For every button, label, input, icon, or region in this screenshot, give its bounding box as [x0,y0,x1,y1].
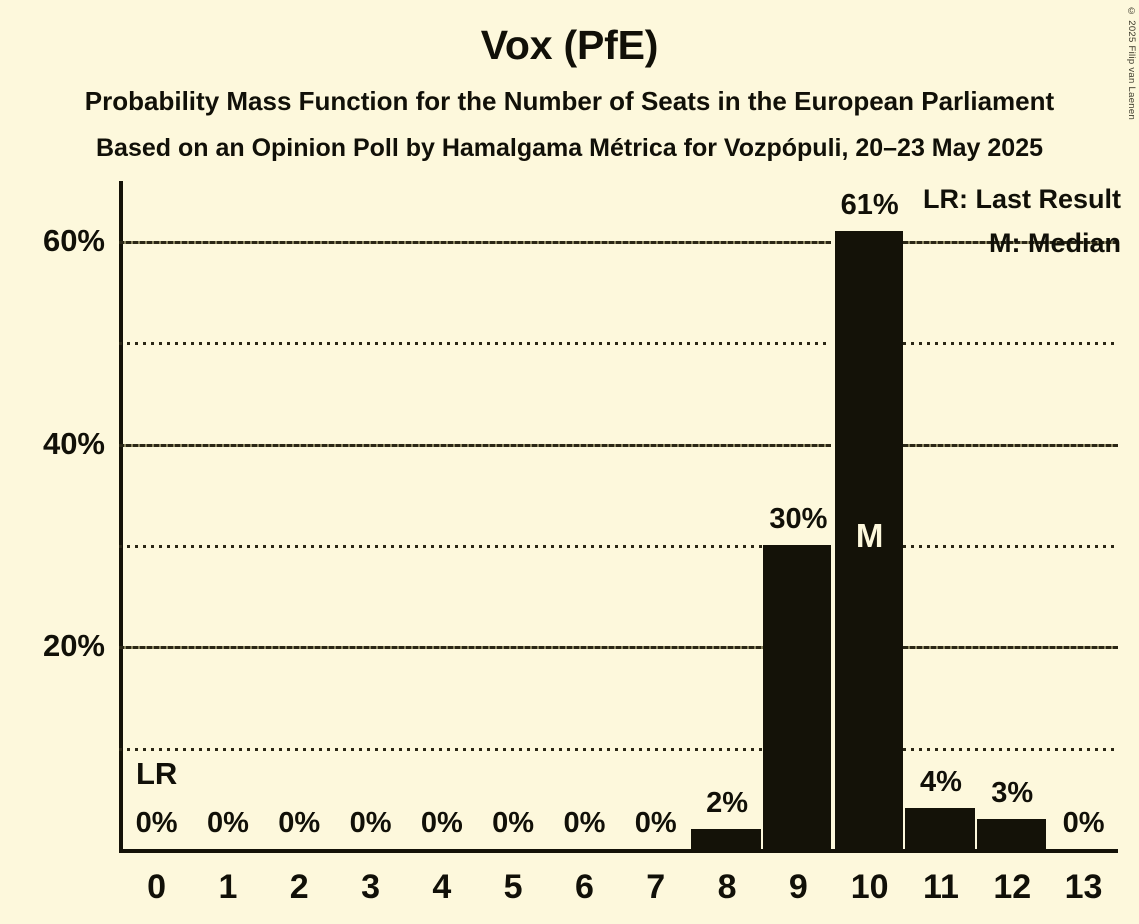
y-axis-line [119,181,123,851]
bar-value-label-1: 0% [206,807,249,839]
gridline-minor-50 [119,342,1118,346]
gridline-major-60 [119,241,1118,244]
x-axis-tick-label-13: 13 [1064,868,1103,906]
x-axis-tick-label-0: 0 [147,868,167,906]
x-axis-tick-label-2: 2 [289,868,309,906]
median-separator-line [831,230,835,849]
chart-subtitle-primary: Probability Mass Function for the Number… [84,86,1055,116]
bar-value-label-13: 0% [1062,807,1105,839]
plot-area: 0% 0% 0% 0% 0% 0% 0% 0% 2% 30% 61% 4% 3% 0% M LR [119,181,1118,853]
bar-seat-12[interactable] [976,818,1046,849]
x-axis-tick-label-3: 3 [361,868,381,906]
x-axis-tick-label-4: 4 [432,868,452,906]
bar-seat-10[interactable] [834,230,904,849]
x-axis-tick-label-12: 12 [993,868,1032,906]
bar-value-label-12: 3% [991,776,1034,809]
gridline-major-40 [119,443,1118,447]
median-marker: M [855,517,884,554]
x-axis-tick-label-1: 1 [218,868,238,906]
bar-value-label-0: 0% [135,807,178,839]
bar-value-label-2: 0% [278,807,321,839]
bar-seat-11[interactable] [905,808,975,849]
x-axis-line [119,849,1118,853]
chart-subtitle-source: Based on an Opinion Poll by Hamalgama Mé… [95,134,1044,162]
gridline-minor-30 [119,545,1118,548]
x-axis-tick-label-8: 8 [717,868,737,906]
x-axis-tick-label-10: 10 [850,868,889,906]
bar-value-label-8: 2% [706,786,749,819]
last-result-marker: LR [135,755,178,791]
bar-seat-8[interactable] [691,828,761,849]
bar-value-label-9: 30% [769,503,828,535]
page-title: Vox (PfE) [480,22,659,68]
bar-seat-9[interactable] [762,545,832,849]
gridline-major-20 [119,646,1118,650]
x-axis-tick-label-7: 7 [646,868,666,906]
bar-value-label-5: 0% [492,807,535,839]
bar-value-label-6: 0% [563,807,606,839]
legend-median: M: Median [989,228,1121,258]
legend-last-result: LR: Last Result [922,184,1121,214]
x-axis-tick-label-9: 9 [788,868,808,906]
bar-value-label-7: 0% [634,807,677,839]
x-axis-tick-label-5: 5 [503,868,523,906]
copyright-notice: © 2025 Filip van Laenen [1126,6,1137,121]
bar-value-label-3: 0% [349,807,392,839]
gridline-minor-10 [119,747,1118,751]
y-axis-tick-label-60: 60% [42,223,105,258]
bar-value-label-11: 4% [919,766,962,799]
bar-value-label-4: 0% [420,807,463,839]
y-axis-tick-label-20: 20% [42,628,105,664]
y-axis-tick-label-40: 40% [42,425,105,461]
bar-value-label-10: 61% [840,188,899,221]
x-axis-tick-label-6: 6 [574,868,594,906]
x-axis-tick-label-11: 11 [922,868,959,906]
